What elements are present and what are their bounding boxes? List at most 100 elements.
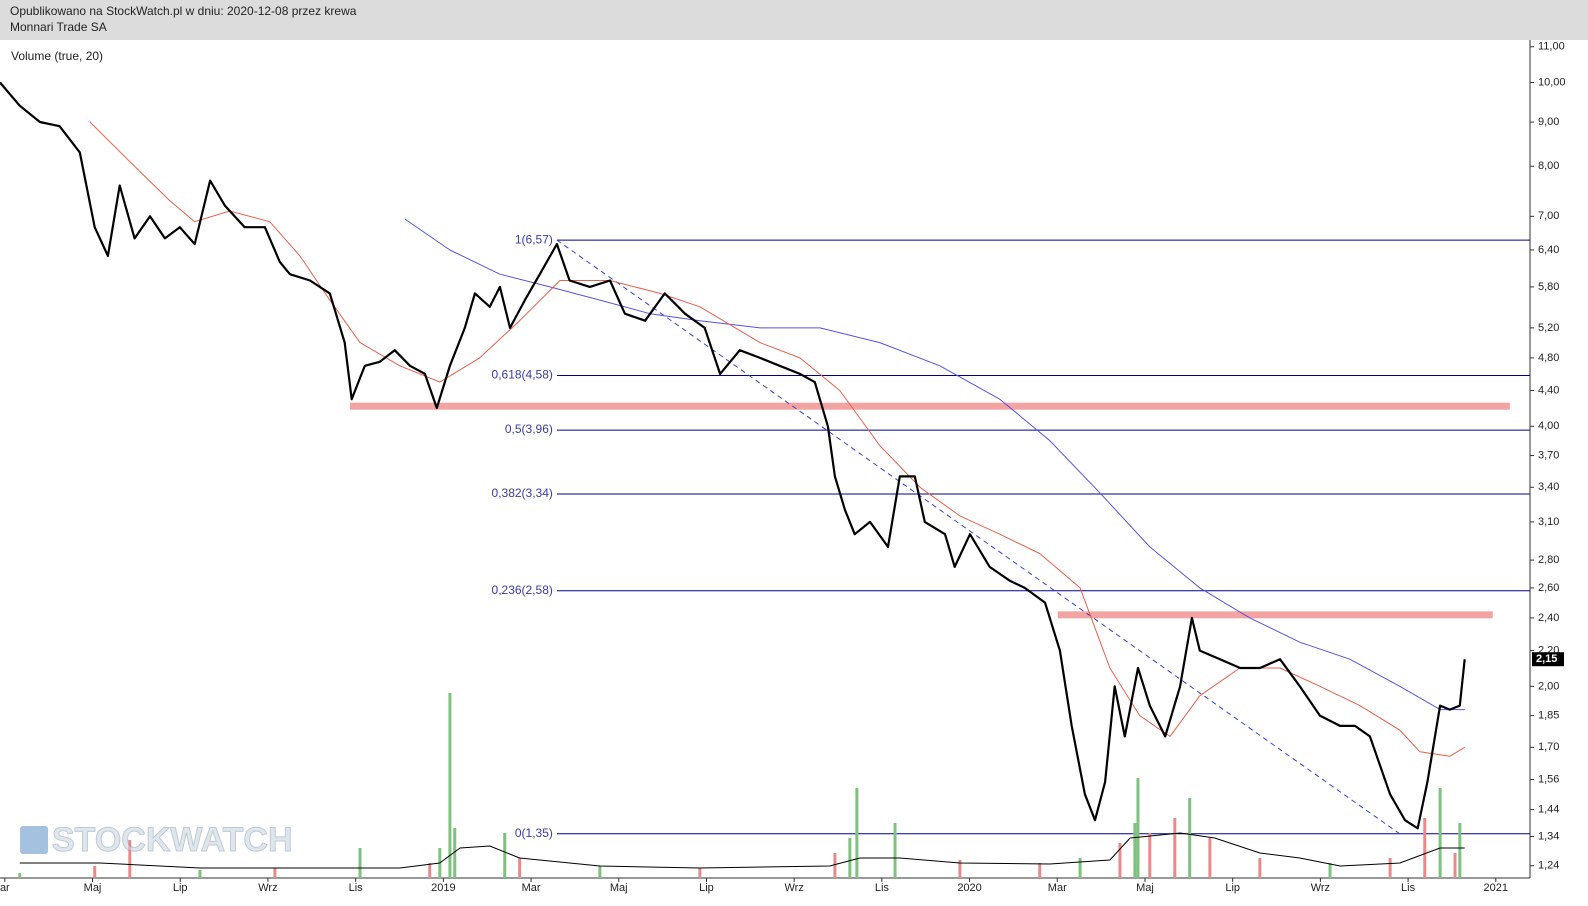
watermark-icon xyxy=(20,826,48,854)
y-tick-label: 7,00 xyxy=(1538,210,1559,222)
y-tick-label: 3,40 xyxy=(1538,481,1559,493)
volume-bar xyxy=(1453,853,1457,878)
y-tick-label: 9,00 xyxy=(1538,116,1559,128)
x-tick-label: Lis xyxy=(349,882,364,894)
y-tick-label: 1,34 xyxy=(1538,831,1559,843)
y-tick-label: 10,00 xyxy=(1538,76,1566,88)
volume-bar xyxy=(1148,833,1152,878)
header-company: Monnari Trade SA xyxy=(10,20,107,34)
y-tick-label: 4,80 xyxy=(1538,352,1559,364)
y-tick-label: 2,00 xyxy=(1538,680,1559,692)
x-tick-label: Lis xyxy=(875,882,890,894)
x-tick-label: Maj xyxy=(84,882,102,894)
volume-bar xyxy=(503,833,507,878)
x-tick-label: Maj xyxy=(610,882,628,894)
x-tick-label: Lip xyxy=(699,882,714,894)
volume-bar xyxy=(1038,863,1042,878)
x-tick-label: Wrz xyxy=(784,882,803,894)
x-tick-label: Maj xyxy=(1136,882,1154,894)
fib-label: 0,5(3,96) xyxy=(505,422,553,436)
volume-bar xyxy=(1118,843,1122,878)
x-tick-label: 2020 xyxy=(957,882,981,894)
y-tick-label: 2,40 xyxy=(1538,612,1559,624)
volume-bar xyxy=(453,828,457,878)
volume-bar xyxy=(1258,858,1262,878)
volume-bar xyxy=(833,853,837,878)
volume-bar xyxy=(1438,788,1442,878)
x-tick-label: 2021 xyxy=(1484,882,1508,894)
x-tick-label: Wrz xyxy=(258,882,277,894)
volume-bar xyxy=(1078,858,1082,878)
volume-bar xyxy=(448,693,452,878)
fib-label: 0,236(2,58) xyxy=(492,583,553,597)
series-line xyxy=(0,81,1466,830)
volume-bar xyxy=(848,838,852,878)
volume-bar xyxy=(958,860,962,878)
y-tick-label: 1,24 xyxy=(1538,860,1559,872)
y-tick-label: 2,60 xyxy=(1538,582,1559,594)
volume-bar xyxy=(128,840,132,878)
x-tick-label: Mar xyxy=(522,882,541,894)
last-price-box xyxy=(1532,652,1564,667)
volume-bar xyxy=(855,788,859,878)
y-tick-label: 4,40 xyxy=(1538,384,1559,396)
volume-bar xyxy=(1173,818,1177,878)
fib-label: 0,382(3,34) xyxy=(492,486,553,500)
y-tick-label: 1,85 xyxy=(1538,710,1559,722)
resistance-band xyxy=(1057,611,1493,619)
indicator-label: Volume (true, 20) xyxy=(11,49,103,63)
series-line xyxy=(89,121,1465,757)
header-published: Opublikowano na StockWatch.pl w dniu: 20… xyxy=(10,4,357,18)
volume-bar xyxy=(1458,823,1462,878)
header-band xyxy=(0,0,1588,40)
fib-label: 0,618(4,58) xyxy=(492,368,553,382)
volume-bar xyxy=(893,823,897,878)
y-tick-label: 5,80 xyxy=(1538,281,1559,293)
y-tick-label: 4,00 xyxy=(1538,420,1559,432)
y-tick-label: 6,40 xyxy=(1538,244,1559,256)
watermark-text: STOCKWATCH xyxy=(52,821,293,859)
series-line xyxy=(404,218,1465,711)
plot: 11,00 10,00 9,00 8,00 7,00 6,40 5,80 5,20 4,80 4,… xyxy=(0,41,1566,894)
resistance-band xyxy=(349,402,1510,410)
volume-bar xyxy=(198,870,202,878)
volume-bar xyxy=(93,866,97,878)
y-tick-label: 2,80 xyxy=(1538,554,1559,566)
y-tick-label: 3,10 xyxy=(1538,516,1559,528)
y-tick-label: 8,00 xyxy=(1538,160,1559,172)
y-tick-label: 1,44 xyxy=(1538,804,1559,816)
volume-bar xyxy=(518,858,522,878)
y-tick-label: 1,70 xyxy=(1538,741,1559,753)
volume-bar xyxy=(598,866,602,878)
x-tick-label: ar xyxy=(0,882,10,894)
volume-bar xyxy=(698,868,702,878)
volume-bar xyxy=(428,863,432,878)
volume-bar xyxy=(18,873,22,878)
volume-bar xyxy=(1133,823,1137,878)
y-tick-label: 5,20 xyxy=(1538,322,1559,334)
last-price-label: 2,15 xyxy=(1536,653,1557,665)
x-tick-label: 2019 xyxy=(431,882,455,894)
volume-bar xyxy=(1328,863,1332,878)
x-tick-label: Wrz xyxy=(1311,882,1330,894)
y-tick-label: 11,00 xyxy=(1538,41,1565,53)
volume-bar xyxy=(1136,778,1140,878)
volume-bar xyxy=(1423,818,1427,878)
fib-label: 0(1,35) xyxy=(515,826,553,840)
x-tick-label: Lis xyxy=(1401,882,1416,894)
trendline xyxy=(556,239,1401,835)
volume-bar xyxy=(1188,798,1192,878)
volume-bar xyxy=(358,848,362,878)
volume-bar xyxy=(1388,858,1392,878)
y-tick-label: 3,70 xyxy=(1538,449,1559,461)
x-tick-label: Mar xyxy=(1048,882,1067,894)
volume-bar xyxy=(1208,838,1212,878)
fib-label: 1(6,57) xyxy=(515,232,553,246)
x-tick-label: Lip xyxy=(1225,882,1240,894)
x-tick-label: Lip xyxy=(173,882,188,894)
volume-bar xyxy=(273,868,277,878)
watermark: STOCKWATCH xyxy=(20,820,293,859)
y-tick-label: 1,56 xyxy=(1538,773,1559,785)
